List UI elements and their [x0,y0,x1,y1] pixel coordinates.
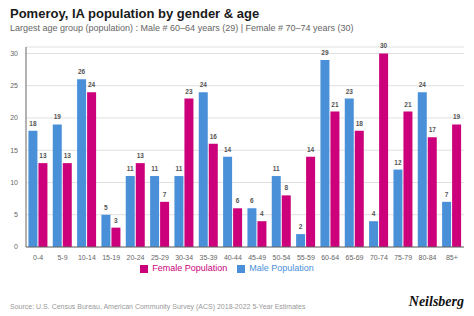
svg-text:0-4: 0-4 [33,254,43,261]
svg-text:35-39: 35-39 [200,254,218,261]
svg-text:20-24: 20-24 [127,254,145,261]
svg-text:6: 6 [250,197,254,204]
svg-text:75-79: 75-79 [394,254,412,261]
svg-text:21: 21 [331,101,339,108]
svg-text:25-29: 25-29 [151,254,169,261]
svg-text:23: 23 [185,88,193,95]
svg-text:65-69: 65-69 [346,254,364,261]
svg-text:60-64: 60-64 [321,254,339,261]
svg-text:29: 29 [321,49,329,56]
svg-text:45-49: 45-49 [248,254,266,261]
svg-text:10-14: 10-14 [78,254,96,261]
svg-text:24: 24 [88,81,96,88]
html-text:Largest age group (population): Largest age group (population) : Male # … [10,23,354,33]
svg-text:21: 21 [404,101,412,108]
svg-text:5: 5 [14,211,18,218]
svg-text:4: 4 [372,210,376,217]
html-text:Female Population: Female Population [152,263,228,273]
html-text:Source: U.S. Census Bureau, Am: Source: U.S. Census Bureau, American Com… [10,303,306,310]
svg-text:17: 17 [429,126,437,133]
svg-text:4: 4 [260,210,264,217]
html-text:Male Population: Male Population [249,263,314,273]
svg-text:16: 16 [210,133,218,140]
svg-text:13: 13 [64,152,72,159]
svg-text:50-54: 50-54 [273,254,291,261]
svg-text:40-44: 40-44 [224,254,242,261]
svg-text:11: 11 [175,165,182,172]
svg-text:0: 0 [14,243,18,250]
svg-text:15: 15 [10,147,18,154]
svg-text:19: 19 [54,113,62,120]
svg-text:14: 14 [224,146,232,153]
svg-text:7: 7 [163,191,167,198]
svg-text:13: 13 [39,152,47,159]
svg-text:14: 14 [307,146,315,153]
svg-text:30-34: 30-34 [175,254,193,261]
svg-text:26: 26 [78,68,86,75]
svg-text:18: 18 [29,120,37,127]
svg-text:80-84: 80-84 [419,254,437,261]
svg-text:11: 11 [273,165,280,172]
svg-text:6: 6 [236,197,240,204]
html-text:Neilsberg: Neilsberg [408,294,464,309]
svg-text:11: 11 [127,165,134,172]
svg-text:20: 20 [10,114,18,121]
svg-text:2: 2 [299,223,303,230]
svg-text:18: 18 [356,120,364,127]
svg-text:19: 19 [453,113,461,120]
svg-text:11: 11 [151,165,158,172]
svg-text:10: 10 [10,179,18,186]
svg-text:55-59: 55-59 [297,254,315,261]
svg-text:3: 3 [114,217,118,224]
svg-text:70-74: 70-74 [370,254,388,261]
svg-text:7: 7 [445,191,449,198]
svg-text:5-9: 5-9 [57,254,67,261]
svg-text:24: 24 [200,81,208,88]
svg-text:85+: 85+ [446,254,458,261]
svg-text:8: 8 [284,184,288,191]
svg-text:15-19: 15-19 [102,254,120,261]
svg-text:5: 5 [104,204,108,211]
svg-text:13: 13 [137,152,145,159]
svg-text:30: 30 [380,42,388,49]
svg-text:12: 12 [394,159,402,166]
svg-text:24: 24 [419,81,427,88]
html-text:Pomeroy, IA population by gend: Pomeroy, IA population by gender & age [10,6,260,21]
svg-text:30: 30 [10,50,18,57]
svg-text:25: 25 [10,82,18,89]
svg-text:23: 23 [346,88,354,95]
